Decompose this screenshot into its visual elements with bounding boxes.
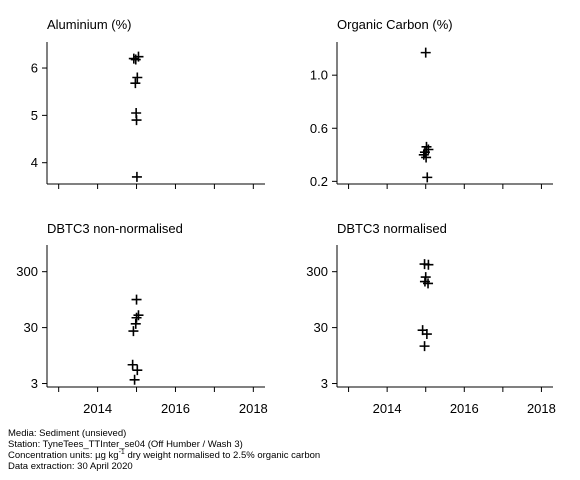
y-tick-label: 6: [31, 61, 38, 76]
footer-units-prefix: Concentration units: µg kg: [8, 450, 119, 461]
x-tick-label: 2016: [450, 401, 479, 416]
chart-panel-2: Organic Carbon (%) 0.2 0.6 1.0: [310, 17, 553, 189]
data-point: [129, 374, 140, 385]
data-point: [127, 359, 138, 370]
y-tick-label: 300: [16, 264, 38, 279]
data-point: [130, 54, 141, 65]
x-tick-label: 2016: [161, 401, 190, 416]
footer-units-suffix: dry weight normalised to 2.5% organic ca…: [124, 450, 321, 461]
data-point: [133, 310, 144, 321]
chart-panel-4: DBTC3 normalised 3 30 300 2014 2016 2018: [306, 221, 556, 416]
data-point: [131, 171, 142, 182]
data-point: [130, 78, 141, 89]
data-point: [421, 329, 432, 340]
chart-footer: Media: Sediment (unsieved) Station: Tyne…: [8, 428, 320, 472]
x-tick-label: 2014: [83, 401, 112, 416]
y-tick-label: 3: [321, 376, 328, 391]
data-point: [423, 259, 434, 270]
data-point: [132, 72, 143, 83]
panel-title: DBTC3 non-normalised: [47, 221, 183, 236]
data-point: [128, 326, 139, 337]
y-tick-label: 300: [306, 264, 328, 279]
x-tick-label: 2014: [373, 401, 402, 416]
x-tick-label: 2018: [239, 401, 268, 416]
y-tick-label: 30: [314, 320, 328, 335]
footer-extraction: Data extraction: 30 April 2020: [8, 461, 133, 472]
footer-units: Concentration units: µg kg-1 dry weight …: [8, 448, 321, 461]
data-point: [130, 318, 141, 329]
data-point: [422, 172, 433, 183]
y-tick-label: 1.0: [310, 68, 328, 83]
data-point: [131, 115, 142, 126]
panel-title: DBTC3 normalised: [337, 221, 447, 236]
footer-station: Station: TyneTees_TTInter_se04 (Off Humb…: [8, 439, 243, 450]
y-tick-label: 4: [31, 155, 38, 170]
y-tick-label: 0.2: [310, 174, 328, 189]
y-tick-label: 30: [24, 320, 38, 335]
data-point: [128, 53, 139, 64]
panel-title: Organic Carbon (%): [337, 17, 453, 32]
data-point: [131, 294, 142, 305]
data-point: [420, 47, 431, 58]
footer-media: Media: Sediment (unsieved): [8, 428, 127, 439]
data-point: [419, 341, 430, 352]
panel-title: Aluminium (%): [47, 17, 132, 32]
y-tick-label: 5: [31, 108, 38, 123]
chart-panel-1: Aluminium (%) 4 5 6: [31, 17, 265, 189]
y-tick-label: 3: [31, 376, 38, 391]
y-tick-label: 0.6: [310, 121, 328, 136]
x-tick-label: 2018: [527, 401, 556, 416]
data-point: [423, 278, 434, 289]
chart-figure: Aluminium (%) 4 5 6 Organic Carbon (%) 0.2 0.6…: [16, 17, 556, 416]
footer-units-exponent: -1: [118, 448, 125, 456]
chart-panel-3: DBTC3 non-normalised 3 30 300 2014 2016 2018: [16, 221, 267, 416]
data-point: [132, 365, 143, 376]
data-point: [421, 152, 432, 163]
